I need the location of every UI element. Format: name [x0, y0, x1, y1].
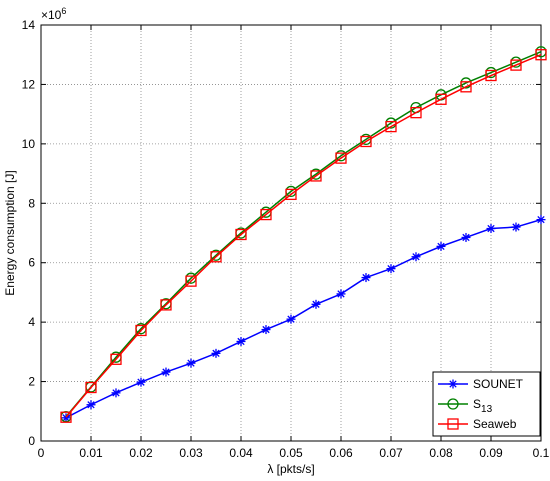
data-point-marker: [210, 251, 222, 263]
data-point-marker: [447, 418, 459, 430]
y-axis-multiplier-exponent: 6: [61, 6, 66, 16]
legend-entries: SOUNET S13 Seaweb: [438, 377, 524, 431]
data-point-marker: [486, 224, 496, 234]
legend-entry-seaweb: Seaweb: [438, 417, 517, 431]
x-tick-label: 0.07: [379, 446, 403, 460]
series-line: [65, 51, 542, 418]
y-tick-label: 0: [28, 434, 35, 448]
data-point-marker: [448, 379, 458, 389]
x-tick-label: 0.02: [129, 446, 153, 460]
data-point-marker: [510, 59, 522, 71]
x-tick-label: 0.01: [79, 446, 103, 460]
x-tick-label: 0.09: [479, 446, 503, 460]
data-point-marker: [110, 353, 122, 365]
data-point-marker: [311, 299, 321, 309]
data-point-marker: [435, 93, 447, 105]
data-point-marker: [461, 232, 471, 242]
data-point-marker: [485, 69, 497, 82]
data-point-marker: [535, 49, 547, 61]
legend-entry-sounet: SOUNET: [438, 377, 524, 391]
y-axis-label: Energy consumption [J]: [3, 170, 17, 295]
data-point-marker: [436, 241, 446, 251]
series-line: [65, 218, 542, 419]
data-point-marker: [111, 388, 121, 398]
y-tick-label: 4: [28, 315, 35, 329]
data-point-marker: [186, 358, 196, 368]
data-point-marker: [261, 325, 271, 335]
y-axis-multiplier-base: ×10: [41, 8, 62, 22]
data-point-marker: [286, 314, 296, 324]
data-point-marker: [86, 400, 96, 410]
x-tick-label: 0.06: [329, 446, 353, 460]
data-point-marker: [85, 381, 97, 394]
y-tick-label: 6: [28, 256, 35, 270]
legend-label: SOUNET: [473, 377, 524, 391]
data-point-marker: [361, 273, 371, 283]
data-point-marker: [447, 398, 459, 410]
data-point-marker: [386, 264, 396, 274]
data-point-marker: [310, 170, 322, 182]
y-tick-label: 8: [28, 196, 35, 210]
data-point-marker: [135, 324, 147, 337]
data-point-marker: [335, 152, 347, 164]
legend-label: S13: [473, 397, 493, 415]
data-point-marker: [60, 411, 72, 423]
data-point-marker: [61, 413, 71, 423]
legend-label: Seaweb: [473, 417, 517, 431]
x-tick-label: 0.03: [179, 446, 203, 460]
y-tick-label: 14: [22, 18, 36, 32]
x-tick-label: 0.1: [533, 446, 550, 460]
x-tick-label: 0: [38, 446, 45, 460]
x-axis-label: λ [pkts/s]: [267, 462, 314, 476]
data-point-marker: [260, 208, 272, 221]
x-tick-label: 0.04: [229, 446, 253, 460]
data-point-marker: [235, 228, 247, 241]
data-point-marker: [161, 367, 171, 377]
data-point-marker: [285, 188, 297, 201]
series-line: [65, 54, 542, 418]
axis-ticks: 0 0.01 0.02 0.03 0.04 0.05 0.06 0.07 0.08 0.09 0.1…: [22, 18, 550, 460]
data-point-marker: [460, 81, 472, 93]
y-tick-label: 12: [22, 77, 36, 91]
data-point-marker: [511, 222, 521, 232]
y-axis-multiplier: ×106: [41, 6, 66, 22]
data-point-marker: [385, 120, 397, 133]
data-point-marker: [336, 289, 346, 299]
data-point-marker: [185, 275, 197, 287]
series-layer: [60, 46, 547, 423]
y-tick-label: 2: [28, 375, 35, 389]
data-point-marker: [136, 377, 146, 387]
x-tick-label: 0.05: [279, 446, 303, 460]
data-point-marker: [236, 336, 246, 346]
x-tick-label: 0.08: [429, 446, 453, 460]
data-point-marker: [360, 135, 372, 148]
series-sounet: [61, 215, 546, 423]
series-seaweb: [60, 49, 547, 423]
data-point-marker: [211, 348, 221, 358]
data-point-marker: [410, 107, 422, 119]
data-point-marker: [536, 215, 546, 225]
legend: SOUNET S13 Seaweb: [432, 371, 541, 437]
legend-entry-s: S13: [438, 397, 493, 415]
data-point-marker: [160, 299, 172, 311]
y-tick-label: 10: [22, 137, 36, 151]
data-point-marker: [411, 252, 421, 262]
